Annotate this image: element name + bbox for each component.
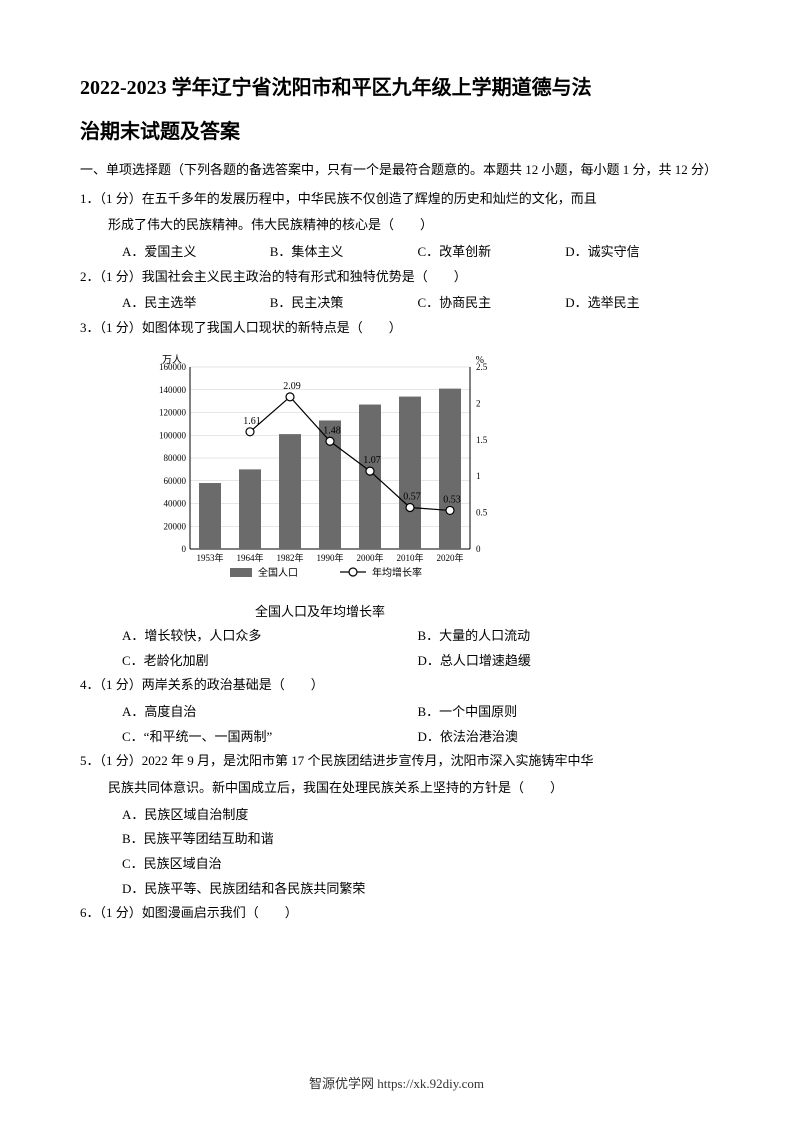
doc-title-line1: 2022-2023 学年辽宁省沈阳市和平区九年级上学期道德与法 [80,70,713,106]
svg-text:60000: 60000 [164,476,187,486]
q4-options-row2: C．“和平统一、一国两制” D．依法治港治澳 [80,725,713,750]
svg-text:0: 0 [476,544,481,554]
svg-text:20000: 20000 [164,521,187,531]
q1-text1: 在五千多年的发展历程中，中华民族不仅创造了辉煌的历史和灿烂的文化，而且 [142,191,597,206]
q1-optD: D．诚实守信 [565,240,713,265]
svg-text:120000: 120000 [159,407,187,417]
svg-text:1: 1 [476,471,481,481]
svg-text:1.61: 1.61 [243,416,261,427]
q4-optA: A．高度自治 [122,700,418,725]
q2-optD: D．选举民主 [565,291,713,316]
svg-text:1.5: 1.5 [476,435,488,445]
q1-optB: B．集体主义 [270,240,418,265]
svg-text:1953年: 1953年 [196,552,223,563]
q5-optA: A．民族区域自治制度 [80,803,713,828]
q5-num: 5．（1 分） [80,753,142,768]
svg-text:0.53: 0.53 [443,494,461,505]
q6-num: 6．（1 分） [80,905,142,920]
svg-text:2010年: 2010年 [396,552,423,563]
q3-optA: A．增长较快，人口众多 [122,624,418,649]
q1-text2: 形成了伟大的民族精神。伟大民族精神的核心是（ ） [80,213,713,238]
q4-optD: D．依法治港治澳 [418,725,714,750]
svg-text:0.57: 0.57 [403,491,421,502]
q3-optB: B．大量的人口流动 [418,624,714,649]
svg-text:0: 0 [182,544,187,554]
chart-caption: 全国人口及年均增长率 [140,601,480,620]
q1-optA: A．爱国主义 [122,240,270,265]
q3-options-row2: C．老龄化加剧 D．总人口增速趋缓 [80,649,713,674]
q2-optB: B．民主决策 [270,291,418,316]
q2-num: 2．（1 分） [80,269,142,284]
q4-optC: C．“和平统一、一国两制” [122,725,418,750]
population-chart: 万人%1600001400001200001000008000060000400… [140,349,480,620]
q2-text: 我国社会主义民主政治的特有形式和独特优势是（ ） [142,269,467,284]
q6: 6．（1 分）如图漫画启示我们（ ） [80,901,713,926]
q4-options-row1: A．高度自治 B．一个中国原则 [80,700,713,725]
svg-text:年均增长率: 年均增长率 [372,566,422,579]
svg-text:2.09: 2.09 [283,381,301,392]
q2-options: A．民主选举 B．民主决策 C．协商民主 D．选举民主 [80,291,713,316]
q3-optC: C．老龄化加剧 [122,649,418,674]
svg-text:2020年: 2020年 [436,552,463,563]
svg-text:1.07: 1.07 [363,455,381,466]
svg-text:2000年: 2000年 [356,552,383,563]
doc-title-line2: 治期末试题及答案 [80,114,713,150]
svg-text:1964年: 1964年 [236,552,263,563]
q2: 2．（1 分）我国社会主义民主政治的特有形式和独特优势是（ ） [80,265,713,290]
q3-num: 3．（1 分） [80,320,142,335]
page-footer: 智源优学网 https://xk.92diy.com [0,1073,793,1092]
q5-optC: C．民族区域自治 [80,852,713,877]
q2-optA: A．民主选举 [122,291,270,316]
q5-optB: B．民族平等团结互助和谐 [80,827,713,852]
svg-text:2: 2 [476,398,481,408]
q3-optD: D．总人口增速趋缓 [418,649,714,674]
svg-text:40000: 40000 [164,498,187,508]
q4-text: 两岸关系的政治基础是（ ） [142,677,324,692]
q5-optD: D．民族平等、民族团结和各民族共同繁荣 [80,877,713,902]
svg-text:1990年: 1990年 [316,552,343,563]
svg-text:2.5: 2.5 [476,362,488,372]
q4: 4．（1 分）两岸关系的政治基础是（ ） [80,673,713,698]
svg-text:160000: 160000 [159,362,187,372]
svg-text:80000: 80000 [164,453,187,463]
q4-num: 4．（1 分） [80,677,142,692]
q1-options: A．爱国主义 B．集体主义 C．改革创新 D．诚实守信 [80,240,713,265]
q2-optC: C．协商民主 [418,291,566,316]
svg-text:140000: 140000 [159,385,187,395]
q3-options-row1: A．增长较快，人口众多 B．大量的人口流动 [80,624,713,649]
q6-text: 如图漫画启示我们（ ） [142,905,298,920]
q4-optB: B．一个中国原则 [418,700,714,725]
q5-text2: 民族共同体意识。新中国成立后，我国在处理民族关系上坚持的方针是（ ） [80,776,713,801]
section1-header: 一、单项选择题（下列各题的备选答案中，只有一个是最符合题意的。本题共 12 小题… [80,158,713,183]
q1: 1．（1 分）在五千多年的发展历程中，中华民族不仅创造了辉煌的历史和灿烂的文化，… [80,187,713,212]
q3: 3．（1 分）如图体现了我国人口现状的新特点是（ ） [80,316,713,341]
chart-svg: 万人%1600001400001200001000008000060000400… [140,349,500,599]
svg-text:1982年: 1982年 [276,552,303,563]
q1-num: 1．（1 分） [80,191,142,206]
q3-text: 如图体现了我国人口现状的新特点是（ ） [142,320,402,335]
svg-text:100000: 100000 [159,430,187,440]
q5: 5．（1 分）2022 年 9 月，是沈阳市第 17 个民族团结进步宣传月，沈阳… [80,749,713,774]
svg-text:1.48: 1.48 [323,425,341,436]
q1-optC: C．改革创新 [418,240,566,265]
svg-text:全国人口: 全国人口 [258,566,298,579]
q5-text1: 2022 年 9 月，是沈阳市第 17 个民族团结进步宣传月，沈阳市深入实施铸牢… [142,753,594,768]
svg-text:0.5: 0.5 [476,507,488,517]
